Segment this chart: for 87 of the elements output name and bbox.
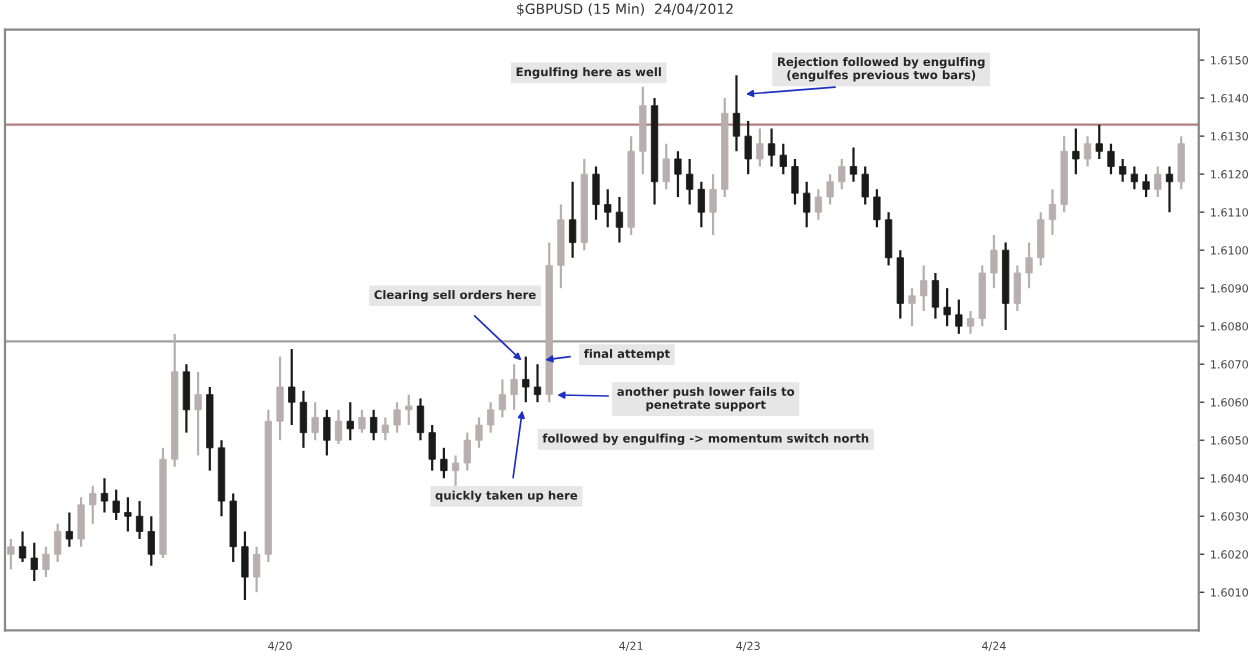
- candlestick: [873, 188, 881, 229]
- candlestick: [498, 378, 507, 419]
- candlestick: [791, 157, 799, 206]
- candlestick: [826, 173, 834, 206]
- candlestick: [1177, 135, 1185, 191]
- candlestick: [241, 530, 249, 601]
- candlestick: [346, 401, 354, 442]
- candlestick: [370, 408, 378, 442]
- candlestick: [1013, 264, 1021, 313]
- candlestick: [908, 287, 916, 328]
- candlestick: [943, 287, 951, 328]
- candlestick: [252, 545, 261, 594]
- candlestick: [487, 401, 495, 434]
- candlestick: [814, 188, 823, 221]
- candlestick: [1072, 127, 1080, 176]
- candlestick: [592, 165, 600, 221]
- candlestick: [311, 401, 319, 442]
- candlestick: [323, 408, 331, 457]
- candlestick: [978, 264, 986, 328]
- candlestick: [615, 195, 624, 244]
- candlestick: [1107, 142, 1115, 176]
- candlestick: [1154, 165, 1162, 199]
- candlestick: [522, 355, 530, 404]
- candlestick: [557, 203, 565, 290]
- candlestick: [662, 142, 670, 191]
- candlestick: [838, 157, 846, 191]
- candlestick: [194, 370, 202, 457]
- candlestick: [229, 492, 237, 563]
- candlestick: [896, 249, 904, 320]
- candlestick: [955, 298, 963, 335]
- candlestick: [849, 146, 858, 183]
- candlestick: [381, 416, 389, 442]
- candlestick: [533, 363, 542, 404]
- candlestick: [393, 401, 401, 434]
- candlestick: [112, 488, 120, 522]
- candlestick: [440, 446, 448, 480]
- candlestick: [861, 165, 869, 206]
- candlestick: [54, 522, 62, 563]
- candlestick: [604, 188, 612, 229]
- candlestick: [756, 127, 764, 168]
- candlestick: [147, 515, 155, 567]
- candlestick: [931, 271, 940, 320]
- candlestick: [358, 408, 366, 434]
- candlestick: [299, 389, 308, 449]
- candlestick: [65, 511, 74, 548]
- candlestick: [30, 541, 38, 582]
- candlestick: [639, 85, 647, 176]
- candlestick: [77, 496, 85, 548]
- candlestick: [1083, 135, 1092, 168]
- candlestick: [7, 537, 15, 571]
- candlestick: [767, 127, 776, 168]
- candlestick: [884, 211, 893, 267]
- candlestick: [124, 496, 132, 533]
- candlestick: [732, 74, 741, 153]
- candlestick: [475, 416, 483, 449]
- candlestick: [89, 484, 97, 525]
- candlestick: [1165, 165, 1174, 214]
- candlestick: [1142, 173, 1150, 199]
- candlestick: [1037, 211, 1045, 267]
- candlestick: [1048, 188, 1057, 237]
- candlestick: [463, 431, 471, 472]
- candlestick: [18, 530, 27, 563]
- candlestick: [803, 180, 811, 229]
- candlestick: [674, 150, 682, 199]
- candlestick: [990, 233, 998, 290]
- candlestick: [1119, 157, 1127, 183]
- candlestick: [744, 119, 752, 176]
- candlestick: [276, 355, 284, 442]
- candlestick: [709, 173, 717, 237]
- candlestick: [100, 477, 109, 514]
- candlestick: [42, 545, 50, 579]
- candlestick: [334, 408, 343, 446]
- candlestick: [182, 363, 191, 434]
- candlestick: [416, 397, 425, 442]
- candlestick: [428, 423, 436, 472]
- candlestick: [510, 363, 518, 411]
- candlestick: [568, 180, 577, 259]
- candlestick: [1130, 165, 1139, 191]
- candlestick: [966, 309, 975, 335]
- candlestick: [779, 142, 787, 176]
- candlestick: [451, 454, 460, 487]
- candlestick: [405, 393, 413, 427]
- candlestick: [920, 264, 928, 313]
- candlestick: [1095, 123, 1103, 161]
- candlestick: [1025, 241, 1033, 290]
- candlestick: [288, 347, 296, 427]
- candlestick: [135, 499, 144, 541]
